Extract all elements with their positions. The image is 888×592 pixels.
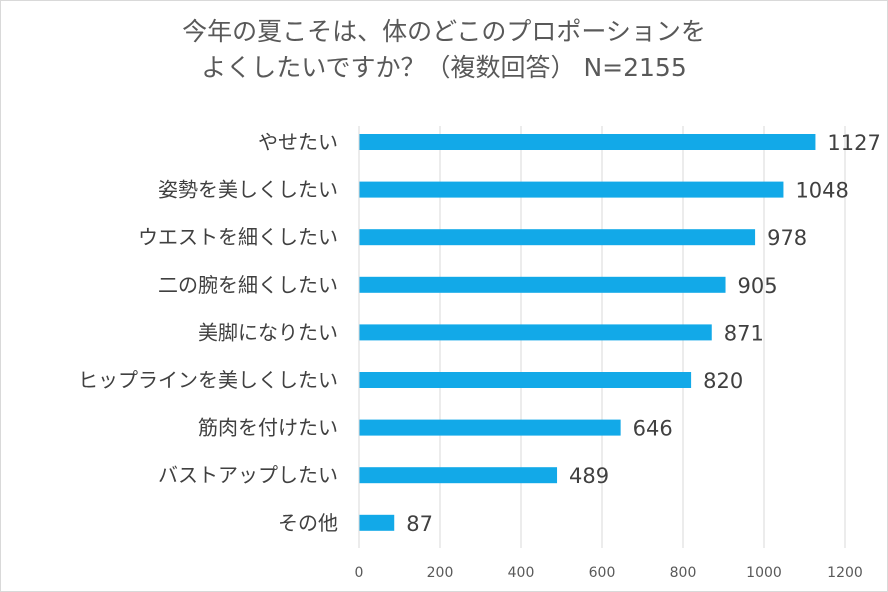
- bar-5: [359, 324, 712, 341]
- x-tick-label: 1000: [746, 565, 782, 581]
- chart-title-line-1: 今年の夏こそは、体のどこのプロポーションを: [182, 17, 706, 46]
- data-label: 489: [569, 464, 609, 488]
- x-tick-label: 0: [355, 565, 364, 581]
- data-label: 820: [703, 369, 743, 393]
- x-tick-label: 200: [427, 565, 454, 581]
- category-label: やせたい: [258, 130, 338, 154]
- category-label: バストアップしたい: [158, 463, 338, 487]
- bar-1: [359, 134, 816, 150]
- data-label: 871: [724, 321, 764, 345]
- category-label: 筋肉を付けたい: [198, 416, 338, 440]
- chart-title: 今年の夏こそは、体のどこのプロポーションを よくしたいですか？（複数回答） N=…: [0, 14, 888, 86]
- x-tick-label: 400: [508, 565, 535, 581]
- x-tick-label: 800: [670, 565, 697, 581]
- category-label: ウエストを細くしたい: [138, 225, 338, 249]
- data-label: 1127: [827, 131, 880, 155]
- bar-3: [359, 229, 756, 246]
- bar-6: [359, 372, 692, 388]
- bar-4: [359, 276, 726, 293]
- category-label: その他: [278, 511, 338, 535]
- x-tick-label: 1200: [827, 565, 863, 581]
- bar-7: [359, 419, 621, 436]
- category-label: ヒップラインを美しくしたい: [78, 368, 338, 392]
- category-label: 姿勢を美しくしたい: [158, 178, 338, 202]
- data-label: 87: [406, 512, 433, 536]
- data-label: 978: [767, 226, 807, 250]
- bar-2: [359, 181, 784, 198]
- category-label: 美脚になりたい: [198, 320, 338, 344]
- bar-8: [359, 467, 558, 484]
- data-label: 646: [633, 417, 673, 441]
- category-label: 二の腕を細くしたい: [158, 273, 338, 297]
- bar-9: [359, 514, 395, 531]
- data-label: 1048: [795, 179, 848, 203]
- chart-title-line-2: よくしたいですか？（複数回答） N=2155: [201, 53, 687, 82]
- data-label: 905: [738, 274, 778, 298]
- x-tick-label: 600: [589, 565, 616, 581]
